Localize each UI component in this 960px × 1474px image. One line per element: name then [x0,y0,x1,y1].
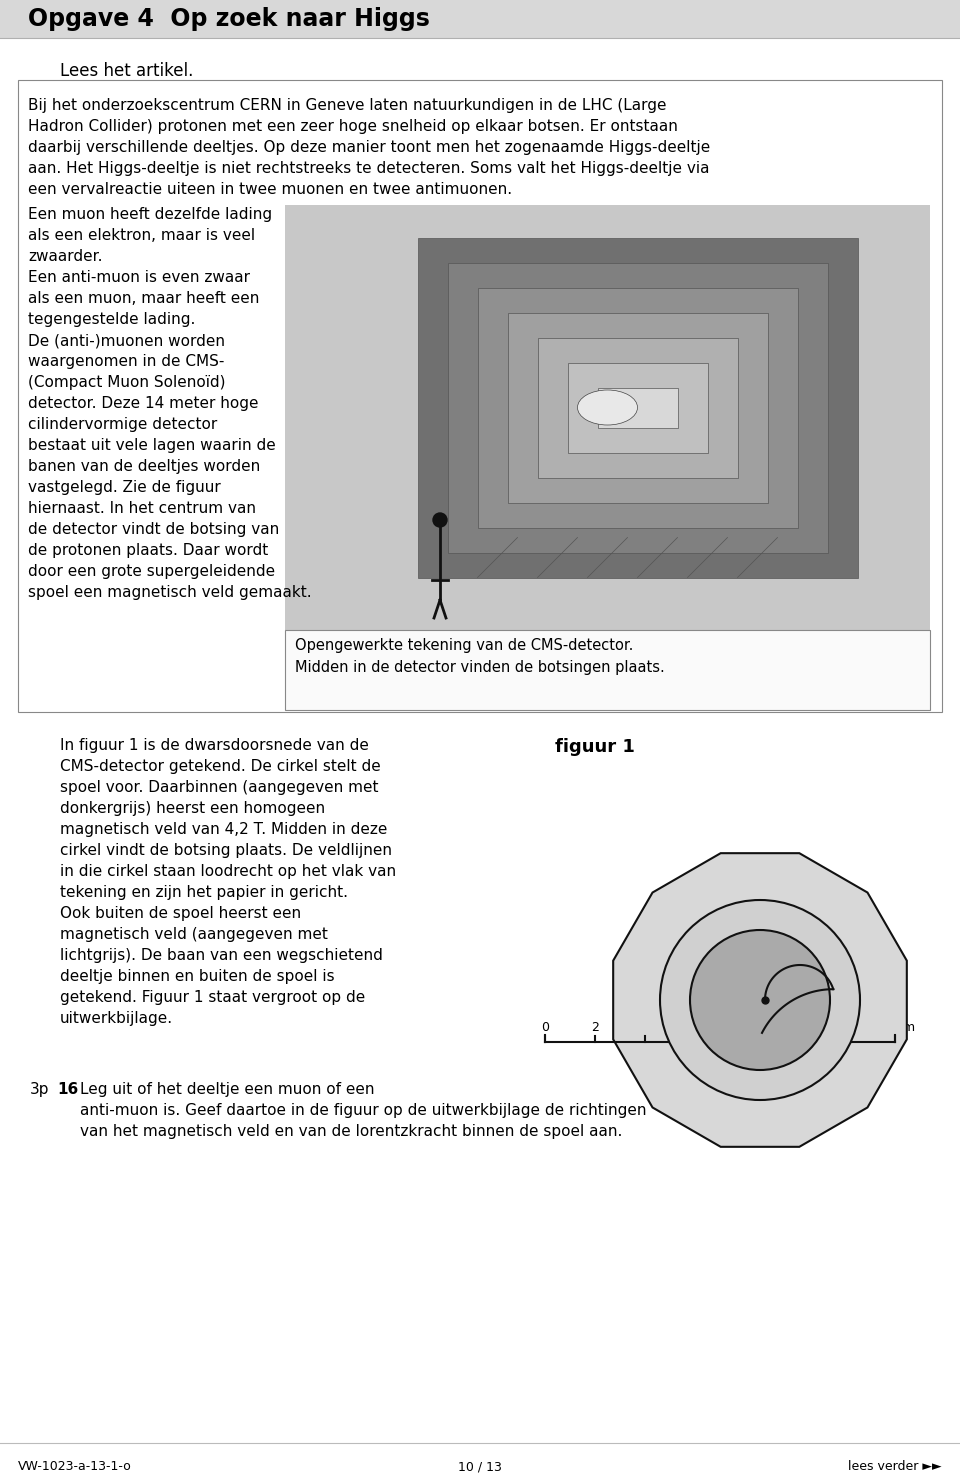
Circle shape [690,930,830,1070]
Text: de protonen plaats. Daar wordt: de protonen plaats. Daar wordt [28,542,268,559]
Text: waargenomen in de CMS-: waargenomen in de CMS- [28,354,225,368]
Text: Lees het artikel.: Lees het artikel. [60,62,193,80]
Text: Een anti-muon is even zwaar: Een anti-muon is even zwaar [28,270,250,284]
Text: detector. Deze 14 meter hoge: detector. Deze 14 meter hoge [28,397,258,411]
Text: anti-muon is. Geef daartoe in de figuur op de uitwerkbijlage de richtingen: anti-muon is. Geef daartoe in de figuur … [80,1103,646,1117]
Text: In figuur 1 is de dwarsdoorsnede van de: In figuur 1 is de dwarsdoorsnede van de [60,738,369,753]
Text: CMS-detector getekend. De cirkel stelt de: CMS-detector getekend. De cirkel stelt d… [60,759,381,774]
Text: deeltje binnen en buiten de spoel is: deeltje binnen en buiten de spoel is [60,968,335,985]
Text: getekend. Figuur 1 staat vergroot op de: getekend. Figuur 1 staat vergroot op de [60,991,365,1005]
Text: Midden in de detector vinden de botsingen plaats.: Midden in de detector vinden de botsinge… [295,660,664,675]
FancyBboxPatch shape [477,287,798,528]
Text: daarbij verschillende deeltjes. Op deze manier toont men het zogenaamde Higgs-de: daarbij verschillende deeltjes. Op deze … [28,140,710,155]
Text: lichtgrijs). De baan van een wegschietend: lichtgrijs). De baan van een wegschieten… [60,948,383,963]
Text: 6: 6 [691,1021,699,1033]
Text: donkergrijs) heerst een homogeen: donkergrijs) heerst een homogeen [60,800,325,817]
Text: (Compact Muon Solenoïd): (Compact Muon Solenoïd) [28,374,226,391]
Text: een vervalreactie uiteen in twee muonen en twee antimuonen.: een vervalreactie uiteen in twee muonen … [28,181,512,198]
FancyBboxPatch shape [447,262,828,553]
Text: van het magnetisch veld en van de lorentzkracht binnen de spoel aan.: van het magnetisch veld en van de lorent… [80,1125,622,1139]
Text: 2: 2 [591,1021,599,1033]
Text: cilindervormige detector: cilindervormige detector [28,417,217,432]
Text: vastgelegd. Zie de figuur: vastgelegd. Zie de figuur [28,481,221,495]
Circle shape [433,513,447,528]
Text: 0: 0 [541,1021,549,1033]
Text: als een muon, maar heeft een: als een muon, maar heeft een [28,290,259,307]
Text: de detector vindt de botsing van: de detector vindt de botsing van [28,522,279,537]
Text: aan. Het Higgs-deeltje is niet rechtstreeks te detecteren. Soms valt het Higgs-d: aan. Het Higgs-deeltje is niet rechtstre… [28,161,709,175]
Text: hiernaast. In het centrum van: hiernaast. In het centrum van [28,501,256,516]
FancyBboxPatch shape [508,312,767,503]
Bar [0,0,960,38]
Text: VW-1023-a-13-1-o: VW-1023-a-13-1-o [18,1461,132,1473]
FancyBboxPatch shape [538,338,737,478]
Ellipse shape [578,391,637,425]
Text: m: m [903,1021,915,1033]
Bar [285,629,930,710]
Text: cirkel vindt de botsing plaats. De veldlijnen: cirkel vindt de botsing plaats. De veldl… [60,843,392,858]
Text: spoel een magnetisch veld gemaakt.: spoel een magnetisch veld gemaakt. [28,585,312,600]
Circle shape [660,901,860,1100]
Text: bestaat uit vele lagen waarin de: bestaat uit vele lagen waarin de [28,438,276,453]
Text: Bij het onderzoekscentrum CERN in Geneve laten natuurkundigen in de LHC (Large: Bij het onderzoekscentrum CERN in Geneve… [28,97,666,113]
Text: lees verder ►►: lees verder ►► [849,1461,942,1473]
Text: in die cirkel staan loodrecht op het vlak van: in die cirkel staan loodrecht op het vla… [60,864,396,879]
Text: tekening en zijn het papier in gericht.: tekening en zijn het papier in gericht. [60,884,348,901]
Bar [285,205,930,629]
Text: magnetisch veld van 4,2 T. Midden in deze: magnetisch veld van 4,2 T. Midden in dez… [60,822,388,837]
Text: 10 / 13: 10 / 13 [458,1461,502,1473]
Text: door een grote supergeleidende: door een grote supergeleidende [28,565,276,579]
Text: Hadron Collider) protonen met een zeer hoge snelheid op elkaar botsen. Er ontsta: Hadron Collider) protonen met een zeer h… [28,119,678,134]
Text: 16: 16 [57,1082,79,1097]
Bar [18,80,942,712]
Text: Opgave 4  Op zoek naar Higgs: Opgave 4 Op zoek naar Higgs [28,7,430,31]
Text: 8: 8 [741,1021,749,1033]
Text: Leg uit of het deeltje een muon of een: Leg uit of het deeltje een muon of een [80,1082,374,1097]
FancyBboxPatch shape [567,363,708,453]
FancyBboxPatch shape [418,237,857,578]
Text: Opengewerkte tekening van de CMS-detector.: Opengewerkte tekening van de CMS-detecto… [295,638,634,653]
Text: banen van de deeltjes worden: banen van de deeltjes worden [28,458,260,475]
Text: uitwerkbijlage.: uitwerkbijlage. [60,1011,173,1026]
Text: figuur 1: figuur 1 [555,738,635,756]
Text: 4: 4 [641,1021,649,1033]
Text: Een muon heeft dezelfde lading: Een muon heeft dezelfde lading [28,206,272,223]
Text: als een elektron, maar is veel: als een elektron, maar is veel [28,228,255,243]
Text: tegengestelde lading.: tegengestelde lading. [28,312,196,327]
Polygon shape [613,853,907,1147]
Text: magnetisch veld (aangegeven met: magnetisch veld (aangegeven met [60,927,328,942]
Text: De (anti-)muonen worden: De (anti-)muonen worden [28,333,225,348]
Text: Ook buiten de spoel heerst een: Ook buiten de spoel heerst een [60,907,301,921]
Text: spoel voor. Daarbinnen (aangegeven met: spoel voor. Daarbinnen (aangegeven met [60,780,378,794]
Text: zwaarder.: zwaarder. [28,249,103,264]
Text: 12: 12 [837,1021,852,1033]
Text: 3p: 3p [30,1082,50,1097]
Text: 14: 14 [887,1021,902,1033]
FancyBboxPatch shape [597,388,678,427]
Text: 10: 10 [787,1021,803,1033]
